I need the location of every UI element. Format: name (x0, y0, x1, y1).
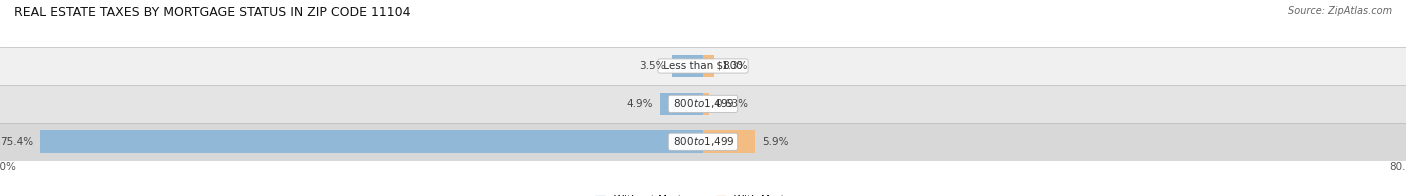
Bar (41, 130, 703, 153)
Text: Less than $800: Less than $800 (659, 61, 747, 71)
Bar (659, 93, 703, 115)
Text: Source: ZipAtlas.com: Source: ZipAtlas.com (1288, 6, 1392, 16)
Text: 75.4%: 75.4% (0, 137, 34, 147)
Bar (0, 47, 1406, 85)
Text: 0.63%: 0.63% (716, 99, 748, 109)
Text: 3.5%: 3.5% (638, 61, 665, 71)
Legend: Without Mortgage, With Mortgage: Without Mortgage, With Mortgage (591, 191, 815, 196)
Text: $800 to $1,499: $800 to $1,499 (671, 135, 735, 148)
Bar (703, 55, 714, 77)
Text: 1.3%: 1.3% (721, 61, 748, 71)
Bar (0, 123, 1406, 161)
Text: REAL ESTATE TAXES BY MORTGAGE STATUS IN ZIP CODE 11104: REAL ESTATE TAXES BY MORTGAGE STATUS IN … (14, 6, 411, 19)
Text: $800 to $1,499: $800 to $1,499 (671, 97, 735, 110)
Text: 4.9%: 4.9% (627, 99, 652, 109)
Bar (672, 55, 703, 77)
Bar (703, 93, 709, 115)
Bar (0, 85, 1406, 123)
Bar (703, 130, 755, 153)
Text: 5.9%: 5.9% (762, 137, 789, 147)
